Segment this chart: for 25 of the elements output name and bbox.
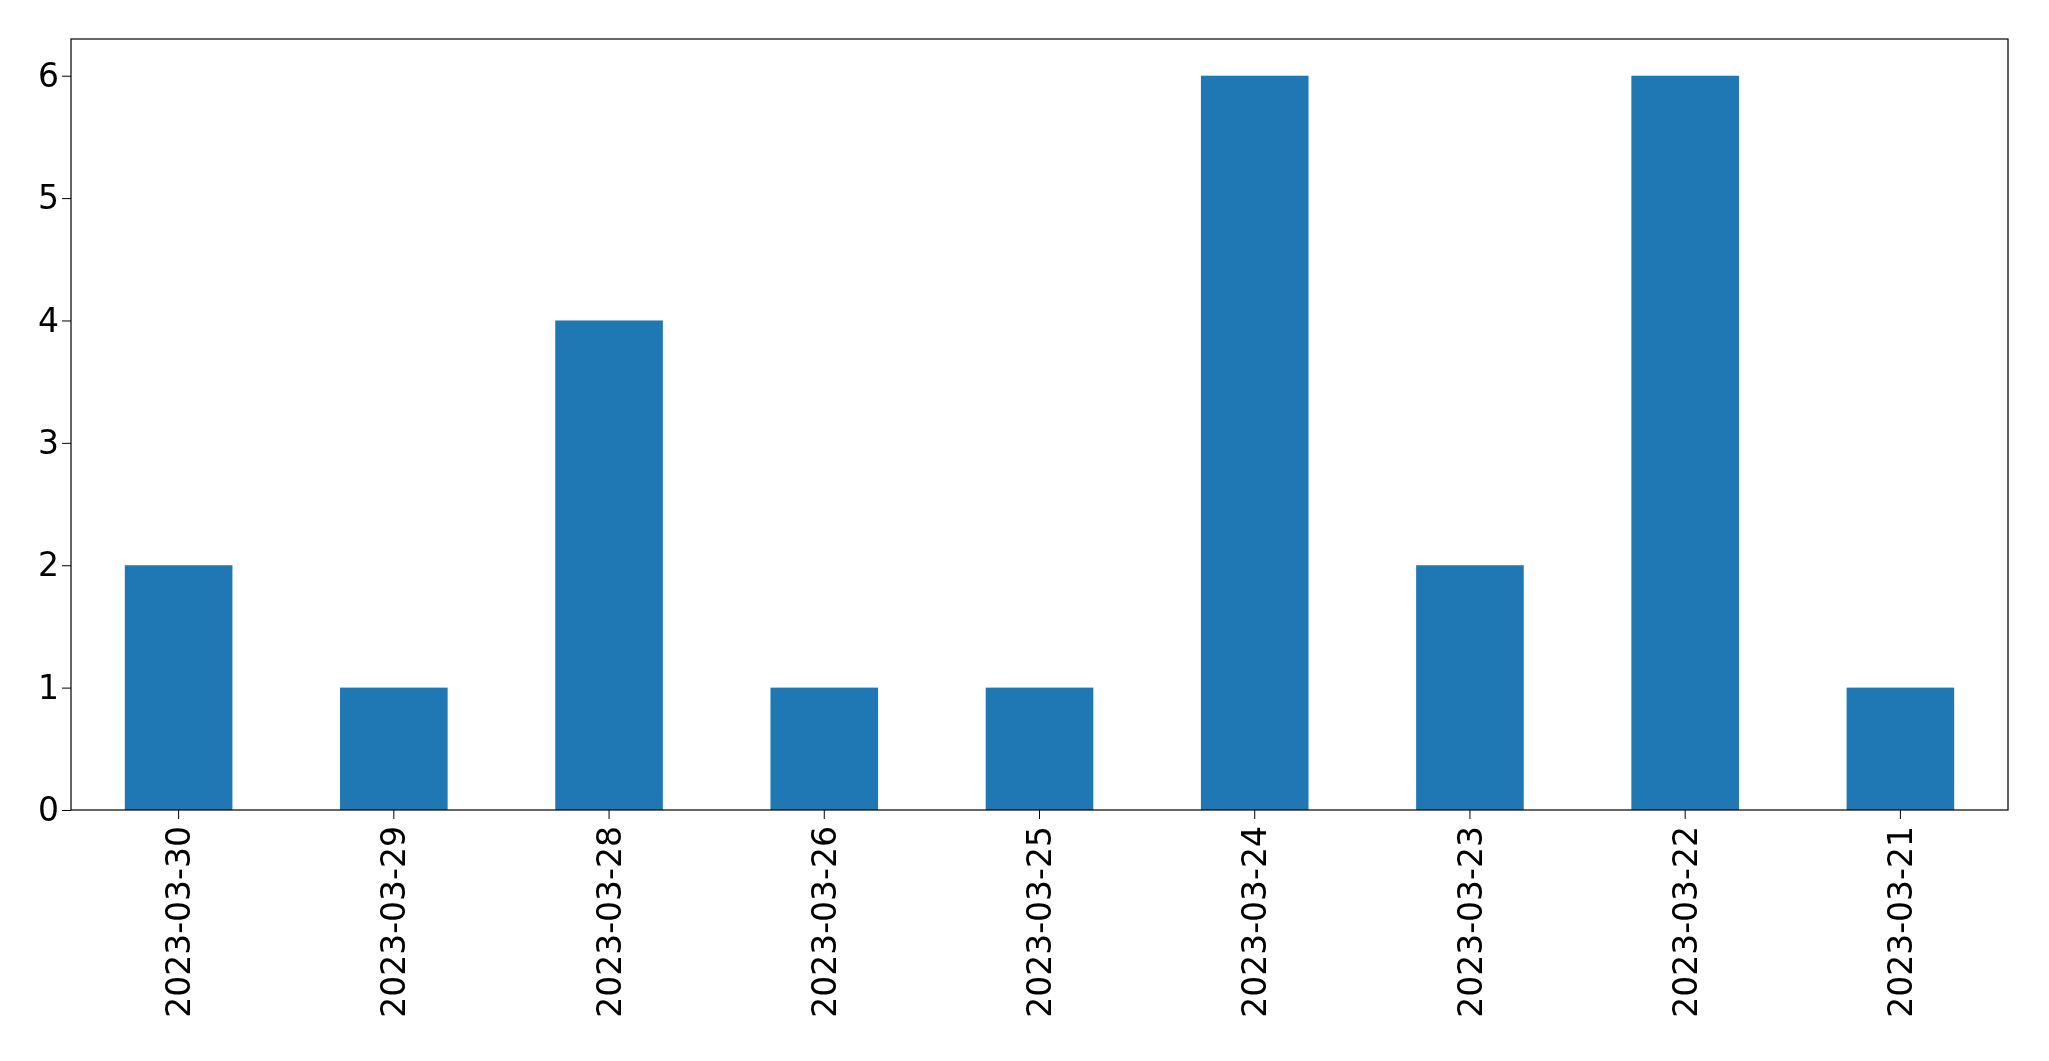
x-tick-label: 2023-03-26 bbox=[804, 826, 844, 1018]
bar bbox=[555, 320, 663, 810]
x-tick-label: 2023-03-24 bbox=[1235, 826, 1275, 1018]
y-tick-label: 0 bbox=[38, 790, 59, 830]
x-tick-label: 2023-03-29 bbox=[374, 826, 414, 1018]
x-tick-label: 2023-03-21 bbox=[1880, 826, 1920, 1018]
bar bbox=[124, 565, 233, 810]
x-tick-label: 2023-03-25 bbox=[1020, 826, 1060, 1018]
y-tick-label: 4 bbox=[38, 300, 59, 340]
bar bbox=[985, 687, 1094, 810]
bar bbox=[770, 687, 879, 810]
x-tick-label: 2023-03-28 bbox=[589, 826, 629, 1018]
y-tick-label: 1 bbox=[38, 667, 59, 707]
x-tick-label: 2023-03-30 bbox=[159, 826, 199, 1018]
bar bbox=[1200, 75, 1309, 810]
bar bbox=[1846, 687, 1955, 810]
bar bbox=[1416, 565, 1524, 810]
y-tick-label: 2 bbox=[38, 545, 59, 585]
x-tick-label: 2023-03-23 bbox=[1450, 826, 1490, 1018]
y-tick-label: 6 bbox=[38, 55, 59, 95]
x-tick-label: 2023-03-22 bbox=[1665, 826, 1705, 1018]
bar bbox=[340, 687, 448, 810]
bar bbox=[1631, 75, 1739, 810]
y-tick-label: 3 bbox=[38, 422, 59, 462]
y-tick-label: 5 bbox=[38, 178, 59, 218]
